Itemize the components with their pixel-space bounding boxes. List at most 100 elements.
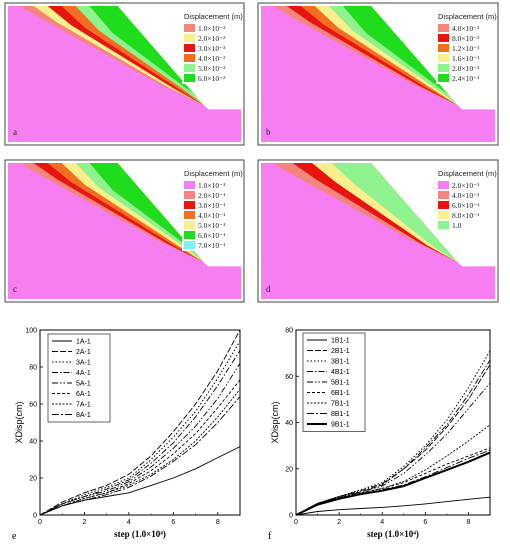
panel-label: c [13, 284, 17, 294]
slope-body [8, 163, 241, 299]
series-line-8A-1 [39, 396, 241, 516]
displacement-band [75, 6, 204, 106]
legend-swatch [438, 44, 449, 52]
y-tick-label: 80 [29, 365, 37, 372]
series-line-6B1-1 [295, 447, 491, 516]
legend-swatch [438, 211, 449, 219]
panel-label: d [266, 284, 271, 294]
panel-label: a [13, 127, 17, 137]
y-tick-label: 40 [29, 439, 37, 446]
displacement-band [300, 6, 458, 106]
contour-panel-c: c Displacement (m) 1.0×10⁻¹2.0×10⁻¹3.0×10⁻… [4, 159, 245, 303]
series-line-1A-1 [39, 446, 241, 516]
legend-entry: 5A-1 [76, 381, 91, 388]
legend-entry: 5.0×10⁻² [198, 64, 226, 73]
displacement-band [47, 6, 204, 106]
legend-swatch [184, 191, 195, 199]
legend-swatch [438, 54, 449, 62]
series-line-1B1-1 [295, 496, 491, 516]
legend-entry: 1B1-1 [331, 338, 350, 345]
y-tick-label: 0 [289, 513, 293, 520]
legend-entry: 4.0×10⁻² [452, 24, 480, 33]
x-tick-label: 8 [466, 519, 470, 526]
legend-entry: 2.0×10⁻² [198, 34, 226, 43]
y-tick-label: 20 [285, 466, 293, 473]
legend-swatch [184, 231, 195, 239]
legend-entry: 6.0×10⁻¹ [452, 201, 479, 210]
legend-swatch [184, 24, 195, 32]
contour-panel-b: b Displacement (m) 4.0×10⁻²8.0×10⁻²1.2×10⁻… [257, 2, 499, 146]
legend-entry: 1.0×10⁻² [198, 24, 226, 33]
legend-entry: 6.0×10⁻² [198, 74, 226, 83]
legend-entry: 3.0×10⁻² [198, 44, 226, 53]
legend-entry: 6B1-1 [331, 390, 350, 397]
series-line-3A-1 [39, 340, 241, 516]
series-line-4B1-1 [295, 359, 491, 516]
x-tick-label: 6 [423, 519, 427, 526]
y-tick-label: 60 [285, 374, 293, 381]
contour-panel-a: a Displacement (m) 1.0×10⁻²2.0×10⁻²3.0×10⁻… [4, 2, 245, 146]
series-line-5A-1 [39, 363, 241, 516]
legend-swatch [438, 24, 449, 32]
legend-swatch [438, 191, 449, 199]
legend-entry: 8.0×10⁻¹ [452, 211, 479, 220]
legend-swatch [184, 44, 195, 52]
legend-swatch [184, 34, 195, 42]
legend-entry: 1.6×10⁻¹ [452, 54, 479, 63]
legend-swatch [184, 54, 195, 62]
legend-entry: 3.0×10⁻¹ [198, 201, 225, 210]
legend-entry: 2.0×10⁻¹ [198, 191, 225, 200]
plot-frame [39, 329, 241, 516]
x-tick-label: 8 [216, 519, 220, 526]
slope-body [261, 6, 495, 142]
legend-entry: 4.0×10⁻¹ [198, 211, 225, 220]
legend-swatch [184, 201, 195, 209]
x-tick-label: 2 [82, 519, 86, 526]
legend-title: Displacement (m) [438, 12, 497, 21]
panel-label: f [268, 531, 272, 542]
x-tick-label: 6 [171, 519, 175, 526]
panel-label: b [266, 127, 271, 137]
legend-title: Displacement (m) [184, 12, 243, 21]
y-tick-label: 0 [33, 513, 37, 520]
panel-label: e [12, 531, 17, 542]
legend-entry: 8.0×10⁻² [452, 34, 480, 43]
x-axis-label: step (1.0×10⁴) [367, 529, 419, 539]
legend-entry: 2A-1 [76, 349, 91, 356]
legend-swatch [184, 211, 195, 219]
legend-entry: 7B1-1 [331, 401, 350, 408]
series-line-2A-1 [39, 329, 241, 516]
legend-entry: 3B1-1 [331, 359, 350, 366]
legend-entry: 1.2×10⁻¹ [452, 44, 479, 53]
displacement-band [342, 6, 458, 106]
legend-entry: 8A-1 [76, 412, 91, 419]
legend-swatch [438, 34, 449, 42]
y-tick-label: 80 [285, 328, 293, 335]
x-tick-label: 2 [337, 519, 341, 526]
y-axis-label: XDisp(cm) [270, 401, 280, 443]
displacement-band [61, 6, 204, 106]
series-line-7B1-1 [295, 424, 491, 516]
slope-body [8, 6, 241, 142]
x-axis-label: step (1.0×10⁴) [114, 529, 166, 539]
legend-swatch [184, 221, 195, 229]
legend-swatch [184, 181, 195, 189]
displacement-band [312, 163, 458, 263]
legend-entry: 2.0×10⁻¹ [452, 181, 479, 190]
legend-entry: 1.0 [452, 221, 462, 230]
series-line-9B1-1 [295, 451, 491, 516]
y-axis-label: XDisp(cm) [14, 401, 24, 443]
legend-swatch [438, 181, 449, 189]
legend-entry: 3A-1 [76, 360, 91, 367]
legend-entry: 1.0×10⁻¹ [198, 181, 225, 190]
legend-box [302, 332, 366, 432]
x-tick-label: 0 [294, 519, 298, 526]
legend-entry: 9B1-1 [331, 422, 350, 429]
legend-box [47, 333, 111, 423]
y-tick-label: 100 [25, 328, 37, 335]
legend-entry: 7A-1 [76, 402, 91, 409]
displacement-band [331, 163, 458, 263]
